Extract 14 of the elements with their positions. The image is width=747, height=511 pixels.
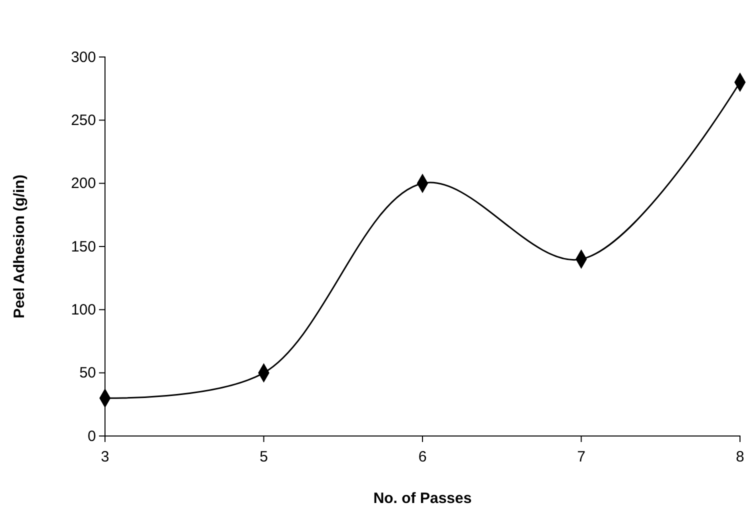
x-tick-label: 3 — [100, 448, 110, 466]
x-tick-label: 6 — [418, 448, 427, 466]
y-tick-label: 300 — [70, 48, 96, 66]
x-tick-label: 7 — [577, 448, 586, 466]
y-tick-label: 200 — [70, 175, 96, 192]
y-tick-label: 100 — [70, 301, 96, 318]
y-axis-title: Peel Adhesion (g/in) — [11, 174, 28, 318]
x-axis-title: No. of Passes — [373, 490, 472, 507]
y-tick-label: 250 — [70, 112, 96, 129]
x-tick-label: 5 — [260, 448, 268, 466]
x-tick-label: 8 — [736, 448, 744, 466]
y-tick-label: 150 — [70, 238, 96, 256]
y-tick-label: 0 — [88, 428, 96, 445]
y-tick-label: 50 — [79, 364, 96, 382]
